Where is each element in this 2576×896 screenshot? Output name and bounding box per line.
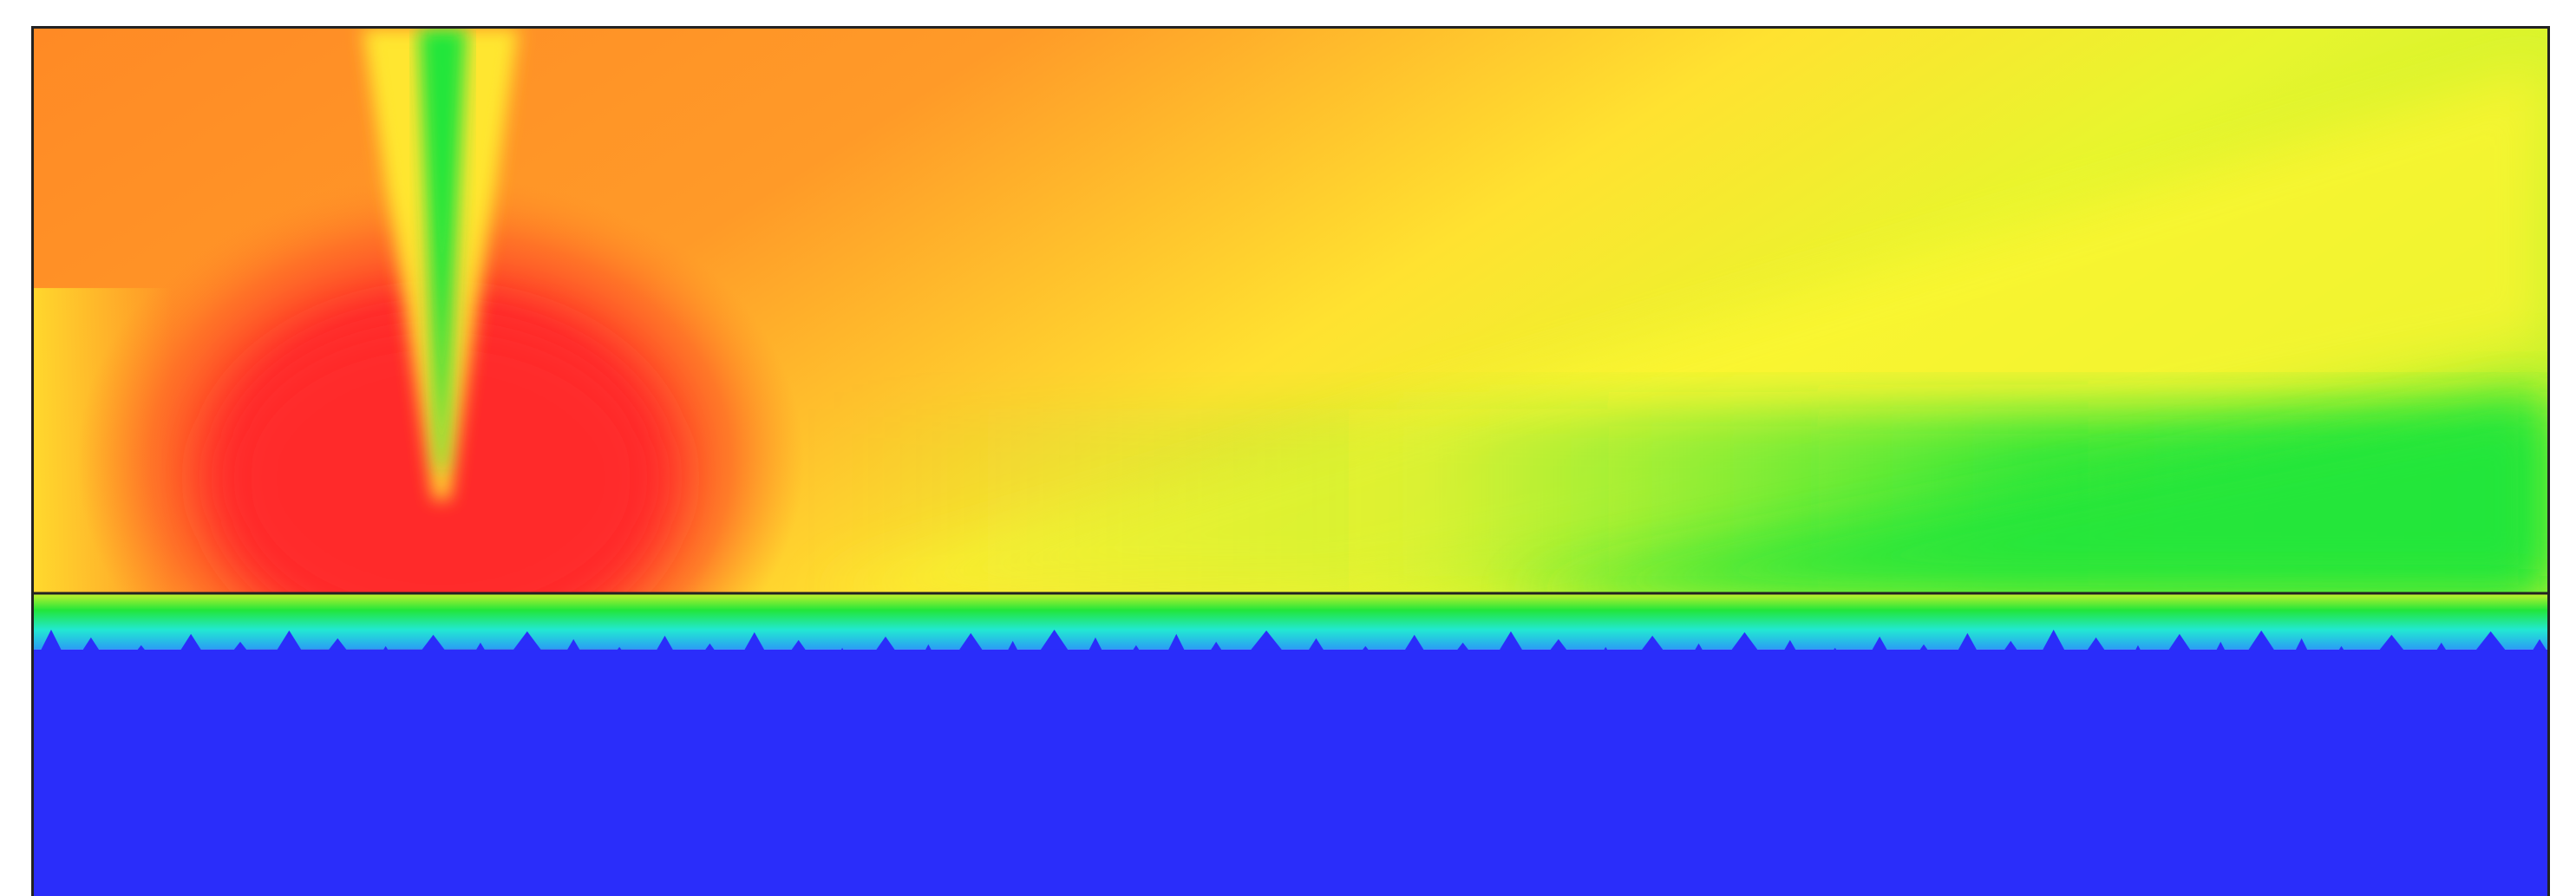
- vertical-jet-core: [419, 29, 467, 470]
- interface-band: [34, 593, 2547, 650]
- substrate-region: [34, 649, 2547, 896]
- field-heatmap: [34, 29, 2547, 896]
- field-plot-frame: [31, 26, 2550, 896]
